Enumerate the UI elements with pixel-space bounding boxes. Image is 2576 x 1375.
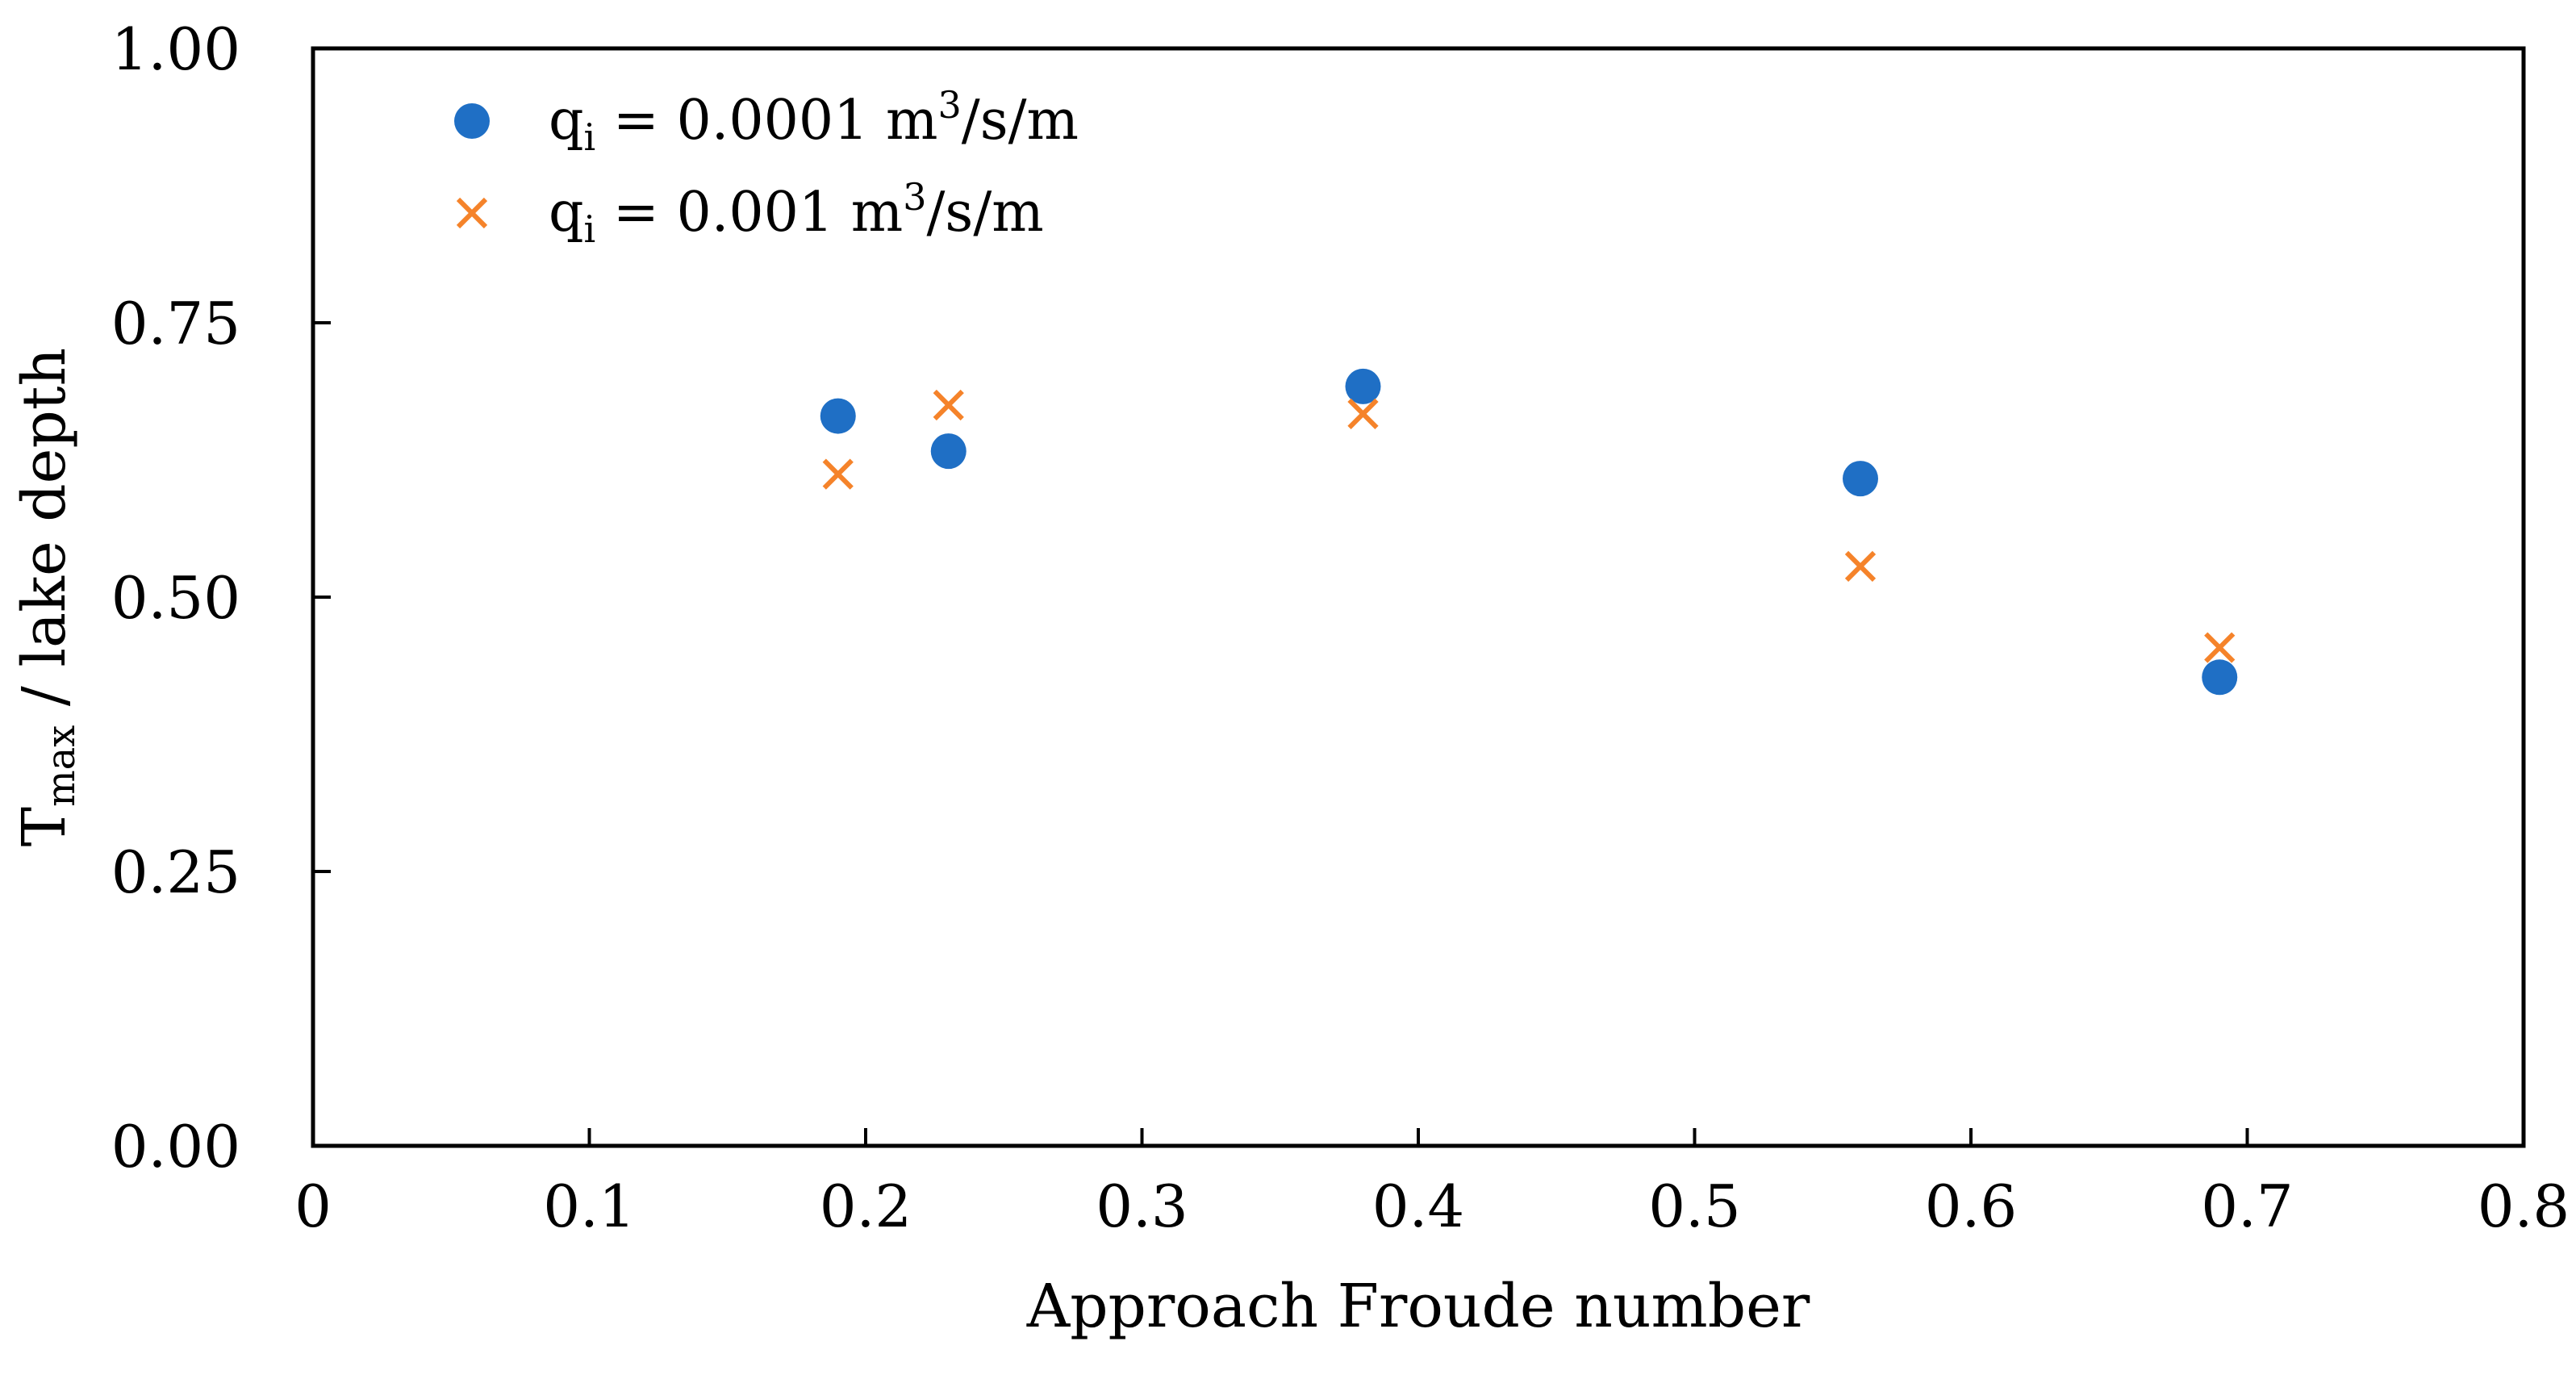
y-tick-label: 0.75 (111, 290, 240, 357)
cross-point (822, 458, 854, 490)
x-tick-label: 0 (294, 1172, 332, 1240)
y-axis-label-main: T (10, 807, 79, 846)
y-axis: 0.00 0.25 0.50 0.75 1.00 (111, 15, 331, 1181)
y-tick-label: 1.00 (111, 15, 240, 83)
circle-point (930, 433, 967, 470)
x-tick-label: 0.7 (2201, 1172, 2294, 1240)
legend: qi = 0.0001 m3/s/m qi = 0.001 m3/s/m (454, 83, 1079, 251)
circle-point (820, 398, 856, 434)
legend-label: qi = 0.0001 m3/s/m (549, 83, 1079, 159)
x-tick-label: 0.2 (820, 1172, 912, 1240)
y-axis-label: Tmax / lake depth (10, 348, 84, 846)
x-tick-label: 0.6 (1925, 1172, 2018, 1240)
y-axis-label-sub: max (39, 725, 84, 807)
x-tick-label: 0.1 (543, 1172, 636, 1240)
y-tick-label: 0.25 (111, 838, 240, 906)
data-points (820, 368, 2238, 696)
y-tick-label: 0.50 (111, 564, 240, 632)
cross-point (1844, 550, 1877, 583)
circle-point (2202, 659, 2238, 696)
legend-label: qi = 0.001 m3/s/m (549, 175, 1044, 251)
cross-point (1347, 398, 1379, 430)
cross-point (2204, 632, 2236, 663)
legend-circle-marker (454, 103, 490, 139)
y-tick-label: 0.00 (111, 1113, 240, 1181)
x-tick-label: 0.4 (1372, 1172, 1465, 1240)
cross-point (933, 389, 964, 421)
x-tick-label: 0.8 (2478, 1172, 2570, 1240)
x-axis: 0 0.1 0.2 0.3 0.4 0.5 0.6 0.7 0.8 (294, 1128, 2570, 1240)
circle-point (1843, 461, 1878, 497)
y-axis-label-rest: / lake depth (10, 348, 79, 725)
legend-cross-marker (456, 197, 488, 229)
x-axis-label: Approach Froude number (1026, 1272, 1810, 1341)
x-tick-label: 0.5 (1648, 1172, 1741, 1240)
circle-point (1345, 368, 1381, 404)
x-tick-label: 0.3 (1096, 1172, 1188, 1240)
